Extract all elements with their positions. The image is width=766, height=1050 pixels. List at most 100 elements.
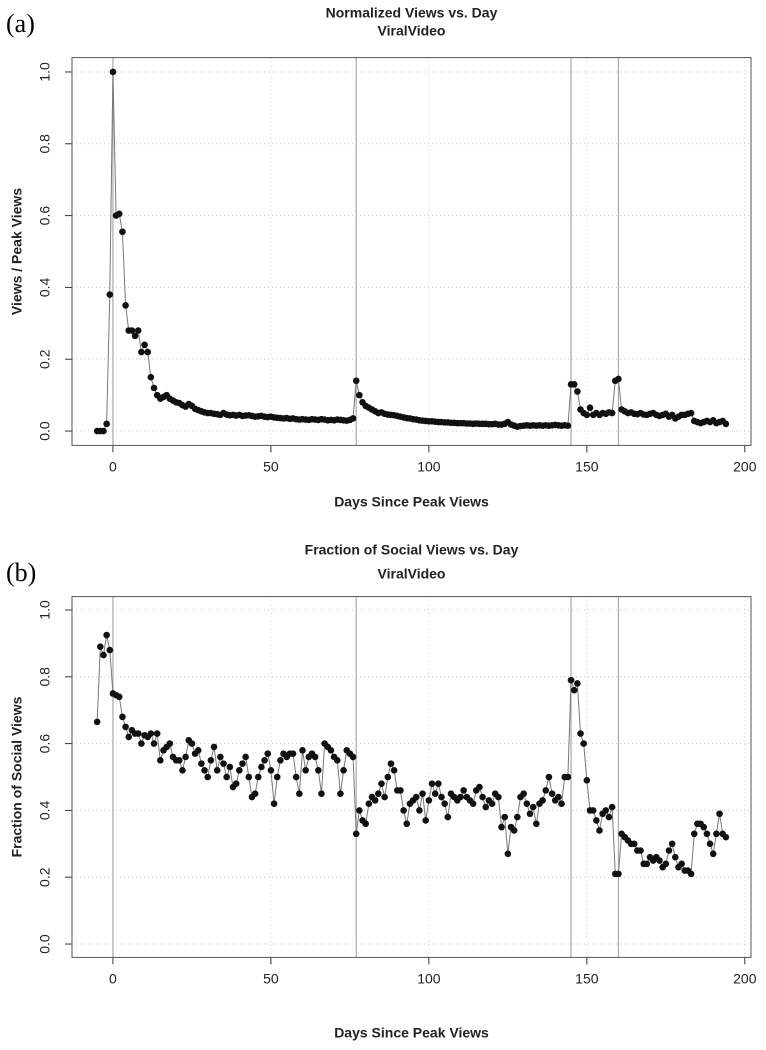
data-point — [115, 210, 123, 218]
data-point — [119, 713, 126, 721]
data-point — [292, 773, 300, 781]
data-point — [378, 780, 385, 787]
plot-frame — [71, 596, 752, 958]
data-point — [444, 813, 452, 821]
data-point — [119, 228, 126, 236]
data-point — [558, 800, 565, 808]
data-point — [602, 807, 610, 814]
data-point — [315, 767, 322, 774]
y-tick-label: 0.6 — [37, 206, 53, 226]
x-tick-label: 150 — [575, 459, 599, 475]
y-tick-label: 0.0 — [37, 421, 53, 441]
data-point — [586, 404, 594, 411]
data-point — [100, 651, 107, 659]
data-point — [362, 820, 369, 828]
data-point — [109, 68, 117, 76]
data-point — [340, 767, 347, 774]
data-point — [431, 790, 439, 798]
data-point — [179, 767, 186, 774]
data-point — [703, 830, 711, 838]
data-point — [709, 850, 717, 858]
data-point — [352, 377, 360, 385]
data-point — [482, 803, 490, 811]
x-axis-title: Days Since Peak Views — [334, 1025, 489, 1041]
data-point — [150, 384, 158, 392]
chart-panel: (b) Fraction of Social Views vs. Day Viral… — [6, 542, 757, 1041]
data-point — [352, 830, 360, 838]
data-point — [103, 420, 110, 428]
data-point — [236, 767, 243, 774]
data-point — [175, 756, 183, 764]
data-point — [706, 840, 714, 848]
chart-title: Normalized Views vs. Day — [326, 5, 498, 21]
data-point — [400, 807, 407, 814]
data-point — [656, 857, 663, 864]
data-point — [574, 680, 581, 687]
data-point — [134, 730, 142, 737]
data-point — [261, 756, 268, 764]
data-point — [166, 740, 174, 747]
data-point — [662, 860, 670, 868]
y-tick-label: 0.4 — [37, 800, 53, 820]
data-point — [115, 693, 123, 701]
data-point — [687, 409, 695, 417]
y-tick-label: 1.0 — [37, 62, 53, 82]
y-tick-label: 0.2 — [37, 349, 53, 369]
data-point — [722, 833, 730, 841]
data-point — [564, 773, 572, 781]
x-tick-label: 0 — [109, 459, 117, 475]
y-axis-title: Views / Peak Views — [9, 188, 25, 315]
data-point — [542, 787, 550, 794]
data-point — [425, 797, 433, 804]
data-point — [668, 840, 676, 848]
data-point — [365, 800, 373, 808]
data-point — [270, 800, 278, 808]
data-point — [665, 847, 673, 854]
data-point — [630, 840, 638, 848]
data-point — [134, 327, 142, 334]
data-point — [144, 348, 151, 356]
data-point — [403, 820, 411, 828]
data-point — [204, 773, 212, 781]
data-point — [469, 800, 477, 808]
data-point — [106, 646, 114, 654]
x-axis-title: Days Since Peak Views — [334, 494, 489, 510]
x-tick-label: 50 — [263, 459, 279, 475]
data-point — [356, 807, 363, 814]
data-point — [371, 797, 379, 804]
data-point — [583, 411, 591, 419]
data-point — [264, 750, 272, 757]
data-point — [267, 767, 275, 774]
chart-panel: (a) Normalized Views vs. Day ViralVideo Day… — [6, 5, 757, 510]
data-point — [678, 860, 685, 868]
data-point — [93, 718, 101, 726]
data-point — [223, 773, 230, 781]
data-point — [583, 777, 591, 784]
panel-label: (b) — [6, 558, 36, 587]
data-point — [220, 760, 227, 767]
data-point — [125, 733, 133, 741]
data-point — [296, 790, 303, 798]
data-point — [548, 790, 556, 798]
data-point — [687, 870, 695, 878]
data-point — [147, 373, 155, 381]
data-point — [608, 409, 616, 417]
data-point — [570, 381, 578, 388]
data-point — [217, 753, 224, 761]
data-point — [232, 780, 240, 787]
data-point — [422, 817, 430, 824]
data-point — [713, 830, 720, 838]
data-point — [608, 803, 616, 811]
plot-frame — [71, 57, 752, 446]
data-point — [643, 860, 651, 868]
data-point — [476, 783, 483, 791]
x-tick-label: 0 — [109, 971, 117, 987]
y-tick-label: 0.2 — [37, 867, 53, 887]
data-point — [122, 302, 129, 309]
data-point — [514, 813, 521, 821]
data-point — [567, 676, 575, 684]
data-point — [141, 341, 148, 349]
data-point — [122, 723, 129, 731]
data-point — [419, 790, 426, 798]
